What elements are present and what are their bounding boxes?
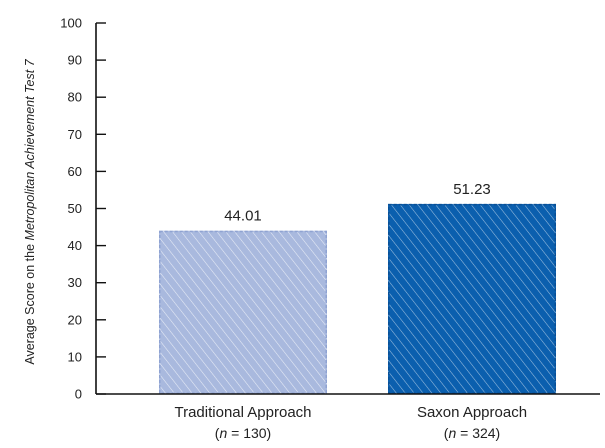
y-tick-label-0: 0 [75, 387, 82, 402]
sample-size-label-traditional-approach: (n = 130) [215, 425, 271, 441]
value-labels: 44.01 51.23 [224, 181, 491, 225]
y-axis-ticks: 0 10 20 30 40 50 60 70 80 90 100 [60, 16, 106, 402]
y-tick-label-20: 20 [68, 312, 82, 327]
value-label-saxon-approach: 51.23 [453, 181, 491, 198]
value-label-traditional-approach: 44.01 [224, 208, 262, 225]
y-tick-label-80: 80 [68, 90, 82, 105]
y-tick-label-90: 90 [68, 53, 82, 68]
category-label-saxon-approach: Saxon Approach [417, 404, 527, 421]
y-tick-label-70: 70 [68, 127, 82, 142]
category-label-traditional-approach: Traditional Approach [174, 404, 311, 421]
y-tick-label-50: 50 [68, 201, 82, 216]
bars [159, 203, 556, 394]
y-tick-label-30: 30 [68, 275, 82, 290]
sample-size-label-saxon-approach: (n = 324) [444, 425, 500, 441]
y-tick-label-10: 10 [68, 349, 82, 364]
y-tick-label-60: 60 [68, 164, 82, 179]
y-tick-label-40: 40 [68, 238, 82, 253]
bar-hatch-saxon-approach [388, 203, 556, 394]
bar-traditional-approach [159, 230, 327, 394]
y-tick-label-100: 100 [60, 16, 82, 31]
category-labels: Traditional Approach (n = 130) Saxon Appro… [174, 404, 527, 441]
bar-hatch-traditional-approach [159, 230, 327, 394]
bar-border-saxon-approach [388, 203, 556, 394]
bar-saxon-approach [388, 203, 556, 394]
y-axis-label: Average Score on the Metropolitan Achiev… [23, 58, 37, 364]
